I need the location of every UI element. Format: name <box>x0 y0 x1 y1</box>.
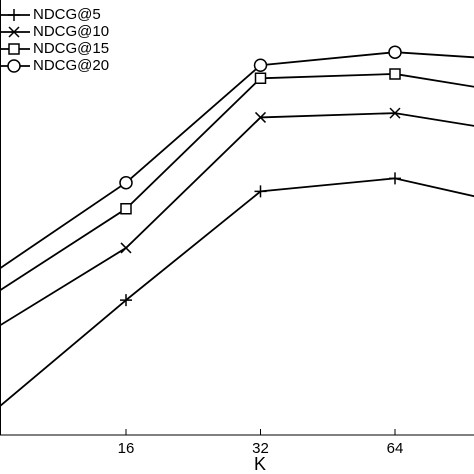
marker <box>7 59 21 73</box>
marker <box>8 26 20 38</box>
marker <box>254 111 267 123</box>
marker <box>254 185 267 198</box>
legend-label: NDCG@15 <box>33 40 109 57</box>
legend-label: NDCG@20 <box>33 57 109 74</box>
marker <box>120 242 132 254</box>
marker <box>389 172 401 185</box>
marker <box>8 43 20 55</box>
marker <box>119 175 133 190</box>
marker <box>389 68 401 80</box>
x-tick-label: 32 <box>252 440 269 457</box>
marker <box>120 294 132 307</box>
x-tick-label: 16 <box>118 440 135 457</box>
marker <box>8 9 20 21</box>
marker <box>253 58 268 72</box>
marker <box>254 72 267 85</box>
marker <box>389 107 401 119</box>
x-axis-label: K <box>254 454 266 474</box>
legend-label: NDCG@10 <box>33 23 109 40</box>
marker <box>388 45 402 59</box>
marker <box>120 203 132 215</box>
x-tick-label: 64 <box>387 440 404 457</box>
legend-label: NDCG@5 <box>33 6 101 23</box>
